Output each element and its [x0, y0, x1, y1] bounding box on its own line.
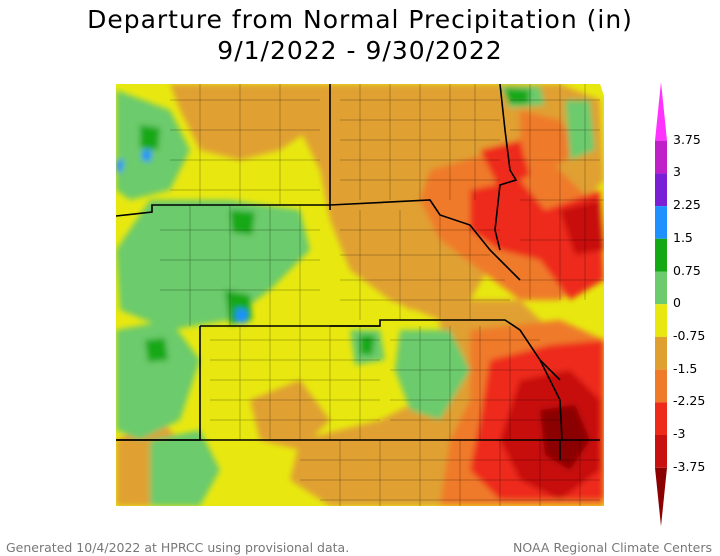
legend-label: -2.25 — [673, 393, 706, 409]
legend-label: 3 — [673, 164, 681, 180]
legend-colorbar — [655, 82, 667, 527]
legend-bin-3 — [655, 206, 667, 239]
legend-bin-4 — [655, 238, 667, 272]
precip-field — [116, 84, 604, 506]
footer-credit: Generated 10/4/2022 at HPRCC using provi… — [6, 540, 350, 555]
legend-bin-10 — [655, 435, 667, 468]
legend-label: 0 — [673, 295, 681, 311]
legend-label: 0.75 — [673, 262, 701, 278]
footer-source: NOAA Regional Climate Centers — [513, 540, 712, 555]
legend-label: -3.75 — [673, 458, 706, 474]
legend-bin-8 — [655, 369, 667, 403]
county-grid — [160, 84, 604, 506]
legend-bin-0 — [655, 82, 667, 141]
title-line-1: Departure from Normal Precipitation (in) — [87, 5, 633, 34]
legend-label: -3 — [673, 426, 686, 441]
legend-bin-11 — [655, 467, 667, 527]
legend-label: 2.25 — [673, 197, 701, 213]
legend-label: 1.5 — [673, 229, 693, 245]
legend-bin-7 — [655, 336, 667, 370]
legend-label: 3.75 — [673, 131, 701, 147]
legend-bin-9 — [655, 402, 667, 435]
legend-label: -1.5 — [673, 360, 698, 376]
legend-bin-1 — [655, 140, 667, 174]
map-title: Departure from Normal Precipitation (in)… — [0, 4, 720, 66]
legend-label: -0.75 — [673, 327, 706, 343]
legend-bin-6 — [655, 304, 667, 337]
legend-bin-5 — [655, 271, 667, 305]
title-line-2: 9/1/2022 - 9/30/2022 — [217, 36, 503, 65]
legend-bin-2 — [655, 173, 667, 207]
